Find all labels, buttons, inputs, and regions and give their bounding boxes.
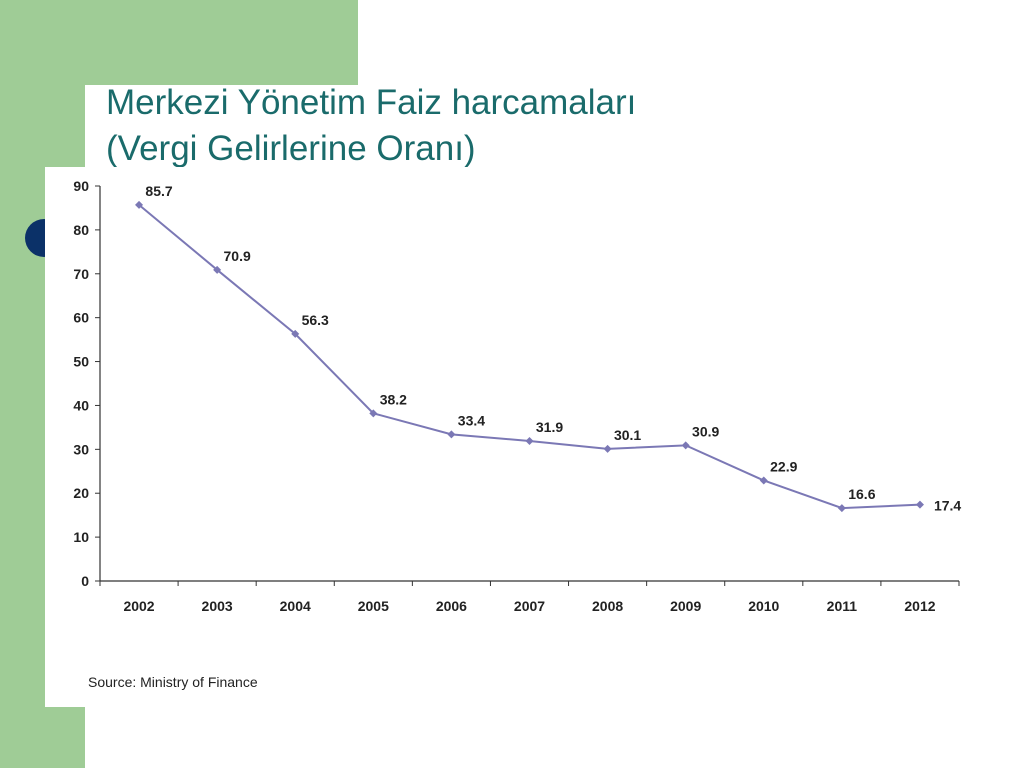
data-label: 70.9 — [224, 248, 251, 264]
y-tick-label: 90 — [73, 178, 89, 194]
data-point — [525, 436, 534, 445]
line-chart: 0 10 20 30 40 50 60 70 80 90 2002 2003 2004 2005 2006 2… — [73, 178, 961, 614]
data-label: 22.9 — [770, 458, 797, 474]
data-point — [291, 329, 300, 338]
data-label: 16.6 — [848, 486, 875, 502]
x-tick-label: 2010 — [748, 598, 779, 614]
x-tick-label: 2005 — [358, 598, 389, 614]
data-point — [603, 444, 612, 453]
x-tick-label: 2009 — [670, 598, 701, 614]
data-point — [135, 200, 144, 209]
y-tick-label: 10 — [73, 529, 89, 545]
data-label: 33.4 — [458, 412, 485, 428]
data-label: 31.9 — [536, 419, 563, 435]
y-tick-label: 20 — [73, 485, 89, 501]
y-tick-label: 80 — [73, 222, 89, 238]
x-tick-label: 2011 — [827, 598, 858, 614]
x-tick-label: 2004 — [280, 598, 311, 614]
y-tick-label: 40 — [73, 397, 89, 413]
data-label: 30.9 — [692, 423, 719, 439]
data-label: 30.1 — [614, 427, 641, 443]
title-line-2: (Vergi Gelirlerine Oranı) — [106, 129, 476, 168]
y-tick-label: 50 — [73, 354, 89, 370]
x-tick-label: 2003 — [202, 598, 233, 614]
data-label: 17.4 — [934, 498, 961, 514]
x-tick-label: 2002 — [123, 598, 154, 614]
data-point — [369, 409, 378, 418]
y-tick-label: 60 — [73, 310, 89, 326]
data-point — [759, 476, 768, 485]
data-label: 85.7 — [145, 183, 172, 199]
title-line-1: Merkezi Yönetim Faiz harcamaları — [106, 83, 637, 122]
data-point — [915, 500, 924, 509]
slide-title: Merkezi Yönetim Faiz harcamaları (Vergi … — [106, 80, 986, 172]
y-tick-label: 70 — [73, 266, 89, 282]
data-point — [447, 430, 456, 439]
chart-panel: 0 10 20 30 40 50 60 70 80 90 2002 2003 2004 2005 2006 2… — [45, 167, 975, 707]
y-tick-label: 30 — [73, 441, 89, 457]
data-point — [837, 504, 846, 513]
data-label: 56.3 — [302, 312, 329, 328]
x-tick-label: 2007 — [514, 598, 545, 614]
source-note: Source: Ministry of Finance — [88, 674, 258, 690]
x-tick-label: 2012 — [904, 598, 935, 614]
data-point — [213, 265, 222, 274]
data-point — [681, 441, 690, 450]
x-tick-label: 2006 — [436, 598, 467, 614]
y-tick-label: 0 — [81, 573, 89, 589]
data-label: 38.2 — [380, 391, 407, 407]
x-tick-label: 2008 — [592, 598, 623, 614]
series-line — [138, 204, 921, 510]
